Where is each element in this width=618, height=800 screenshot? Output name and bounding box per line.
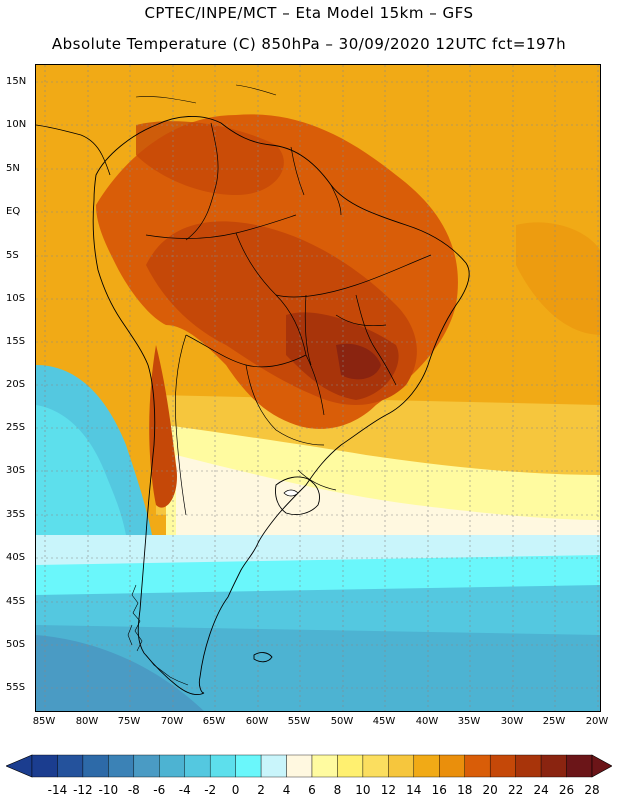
colorbar-swatch [260, 754, 287, 778]
lat-label-5n: 5N [6, 163, 20, 174]
lon-label-65w: 65W [202, 716, 226, 727]
colorbar-swatch [209, 754, 236, 778]
colorbar-swatch [515, 754, 542, 778]
colorbar-tick-label: -4 [178, 783, 191, 797]
map-title: CPTEC/INPE/MCT – Eta Model 15km – GFS [144, 4, 474, 22]
colorbar-swatch [362, 754, 389, 778]
lagoon-outline [283, 489, 299, 497]
colorbar-tick-label: 14 [406, 783, 422, 797]
colorbar-tick-label: 28 [584, 783, 600, 797]
colorbar-tick-label: -8 [127, 783, 140, 797]
colorbar-swatch [464, 754, 491, 778]
lon-label-80w: 80W [75, 716, 99, 727]
uruguay-outline [275, 476, 320, 516]
lon-label-75w: 75W [117, 716, 141, 727]
lon-label-70w: 70W [160, 716, 184, 727]
colorbar-tick-label: 20 [482, 783, 498, 797]
colorbar-swatch [566, 754, 593, 778]
lon-label-45w: 45W [372, 716, 396, 727]
field-east-warm [366, 65, 600, 395]
colorbar-tick-label: 8 [333, 783, 342, 797]
lat-label-10n: 10N [6, 119, 27, 130]
falklands-outline [253, 652, 273, 663]
colorbar-tick-label: -10 [98, 783, 119, 797]
lon-label-30w: 30W [500, 716, 524, 727]
colorbar-swatch [31, 754, 58, 778]
lon-label-85w: 85W [32, 716, 56, 727]
lat-label-45s: 45S [6, 596, 26, 607]
lat-label-25s: 25S [6, 422, 26, 433]
colorbar-tick-label: 12 [380, 783, 396, 797]
colorbar-swatch [337, 754, 364, 778]
colorbar-tick-label: 4 [282, 783, 291, 797]
field-atlantic-patch [516, 222, 600, 335]
lat-label-5s: 5S [6, 250, 19, 261]
colorbar-tick-label: -14 [47, 783, 68, 797]
lon-label-20w: 20W [585, 716, 609, 727]
lat-label-15s: 15S [6, 336, 26, 347]
colorbar-tick-label: 18 [457, 783, 473, 797]
colorbar-tick-label: -12 [73, 783, 93, 797]
colorbar-swatch [489, 754, 516, 778]
colorbar-tick-label: 22 [507, 783, 524, 797]
lat-label-30s: 30S [6, 465, 26, 476]
colorbar-tick-label: 2 [257, 783, 265, 797]
colorbar-swatch [540, 754, 567, 778]
colorbar-tick-label: 0 [231, 783, 240, 797]
colorbar-tick-label: 10 [355, 783, 371, 797]
map-subtitle: Absolute Temperature (C) 850hPa – 30/09/… [51, 35, 567, 53]
lat-label-55s: 55S [6, 682, 26, 693]
lat-label-10s: 10S [6, 293, 26, 304]
lon-label-55w: 55W [287, 716, 311, 727]
caribbean-islands [135, 84, 277, 104]
central-america-outline [36, 124, 111, 176]
lat-label-eq: EQ [6, 206, 21, 217]
country-borders [145, 122, 432, 516]
lat-label-35s: 35S [6, 509, 26, 520]
colorbar-swatch [82, 754, 109, 778]
colorbar-arrow-max [591, 754, 612, 778]
graticule [36, 65, 600, 711]
south-america-outline [92, 115, 470, 696]
colorbar-arrow-min [6, 754, 33, 778]
lon-label-60w: 60W [245, 716, 269, 727]
colorbar-swatch [388, 754, 415, 778]
colorbar-swatch [108, 754, 135, 778]
lat-label-20s: 20S [6, 379, 26, 390]
colorbar-tick-label: 16 [431, 783, 447, 797]
colorbar-swatch [311, 754, 338, 778]
lat-label-15n: 15N [6, 76, 27, 87]
colorbar-swatch [133, 754, 160, 778]
colorbar-swatch [57, 754, 84, 778]
colorbar-swatch [184, 754, 211, 778]
colorbar-swatch [235, 754, 262, 778]
colorbar-tick-label: -2 [204, 783, 217, 797]
lon-label-50w: 50W [330, 716, 354, 727]
field-southwest-dark [36, 635, 204, 711]
colorbar-tick-label: 24 [533, 783, 549, 797]
color-scale-bar [6, 754, 612, 778]
field-pacific-cold2 [36, 405, 126, 535]
field-hotspot [336, 343, 381, 380]
field-andes-hot [149, 345, 177, 508]
colorbar-tick-label: 6 [308, 783, 316, 797]
colorbar-swatch [286, 754, 313, 778]
colorbar-tick-label: -6 [153, 783, 166, 797]
lat-label-50s: 50S [6, 639, 26, 650]
colorbar-swatch [159, 754, 185, 778]
lat-label-40s: 40S [6, 552, 26, 563]
lon-label-25w: 25W [542, 716, 566, 727]
chile-islands [127, 584, 189, 686]
colorbar-tick-label: 26 [558, 783, 575, 797]
colorbar-swatch [413, 754, 440, 778]
colorbar-swatch [439, 754, 465, 778]
lon-label-35w: 35W [457, 716, 481, 727]
lon-label-40w: 40W [415, 716, 439, 727]
temperature-map [35, 64, 601, 712]
